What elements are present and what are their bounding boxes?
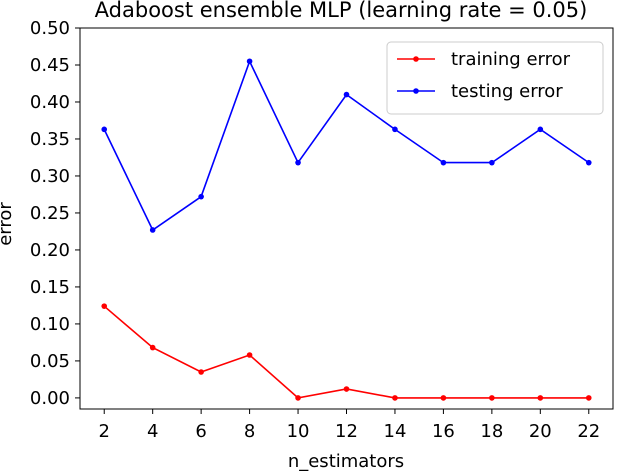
data-point [586, 395, 592, 401]
data-point [441, 395, 447, 401]
x-tick-label: 14 [384, 421, 407, 442]
x-tick-label: 4 [147, 421, 158, 442]
data-point [101, 303, 107, 309]
data-point [392, 127, 398, 133]
data-point [344, 386, 350, 392]
legend-marker [413, 56, 419, 62]
series-0 [101, 303, 591, 400]
data-point [489, 160, 495, 166]
x-axis-label: n_estimators [288, 451, 404, 472]
x-tick-label: 18 [480, 421, 503, 442]
data-point [247, 352, 253, 358]
data-point [295, 160, 301, 166]
y-tick-label: 0.45 [30, 55, 70, 76]
data-point [538, 395, 544, 401]
y-tick-label: 0.10 [30, 314, 70, 335]
y-tick-label: 0.35 [30, 129, 70, 150]
legend: training error testing error [387, 42, 603, 114]
series-line [104, 306, 589, 398]
x-tick-label: 2 [99, 421, 110, 442]
data-point [441, 160, 447, 166]
data-point [538, 127, 544, 133]
y-tick-label: 0.05 [30, 351, 70, 372]
data-point [247, 58, 253, 64]
x-tick-label: 12 [335, 421, 358, 442]
y-axis-label: error [0, 202, 16, 246]
legend-marker [413, 88, 419, 94]
chart-title: Adaboost ensemble MLP (learning rate = 0… [95, 0, 588, 22]
x-tick-label: 10 [287, 421, 310, 442]
data-point [150, 227, 156, 233]
y-tick-label: 0.40 [30, 92, 70, 113]
y-tick-label: 0.25 [30, 203, 70, 224]
x-tick-label: 8 [244, 421, 255, 442]
x-tick-label: 16 [432, 421, 455, 442]
x-tick-label: 6 [195, 421, 206, 442]
x-tick-label: 20 [529, 421, 552, 442]
y-tick-label: 0.50 [30, 18, 70, 39]
data-point [150, 345, 156, 351]
data-point [586, 160, 592, 166]
y-axis-ticks: 0.00 0.05 0.10 0.15 0.20 0.25 0.30 0.35 0.40 0.45… [30, 18, 80, 409]
y-tick-label: 0.15 [30, 277, 70, 298]
legend-label: training error [451, 49, 571, 70]
data-point [489, 395, 495, 401]
y-tick-label: 0.30 [30, 166, 70, 187]
y-tick-label: 0.00 [30, 388, 70, 409]
data-point [198, 194, 204, 200]
data-point [344, 92, 350, 98]
y-tick-label: 0.20 [30, 240, 70, 261]
data-point [101, 127, 107, 133]
x-axis-ticks: 2 4 6 8 10 12 14 16 18 20 22 [99, 409, 601, 442]
data-point [295, 395, 301, 401]
x-tick-label: 22 [577, 421, 600, 442]
data-point [392, 395, 398, 401]
data-point [198, 369, 204, 375]
legend-label: testing error [451, 81, 563, 102]
